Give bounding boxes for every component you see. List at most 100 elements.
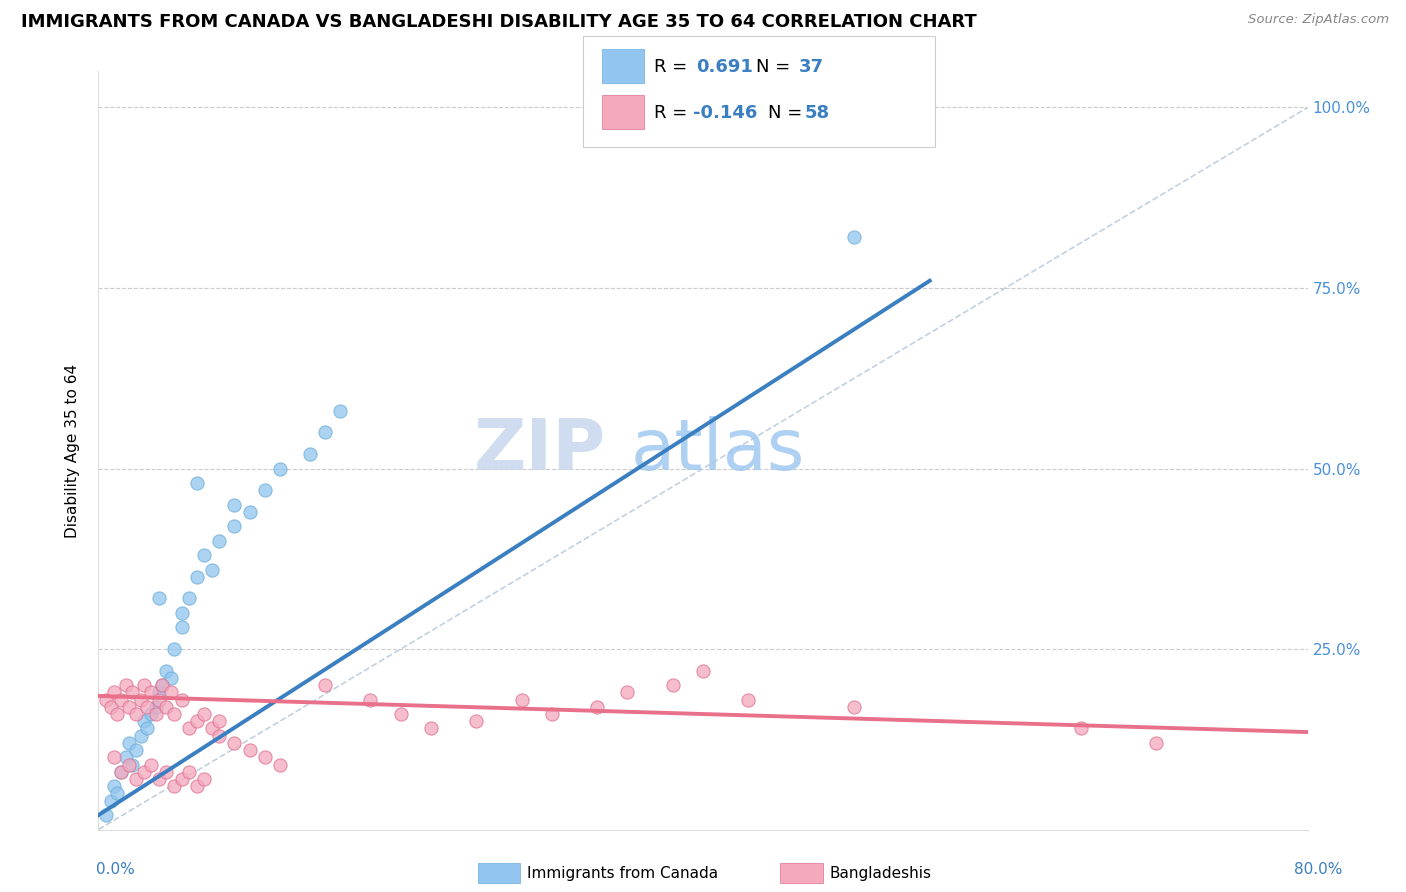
Point bbox=[103, 779, 125, 793]
Point bbox=[170, 620, 193, 634]
Point bbox=[125, 706, 148, 721]
Point bbox=[118, 699, 141, 714]
Point bbox=[132, 764, 155, 779]
Point bbox=[163, 642, 186, 657]
Point bbox=[239, 743, 262, 757]
Point bbox=[186, 570, 208, 584]
Point bbox=[208, 714, 231, 729]
Point bbox=[121, 685, 143, 699]
Point bbox=[150, 678, 173, 692]
Point bbox=[186, 714, 208, 729]
Point bbox=[114, 678, 136, 692]
Point bbox=[269, 757, 291, 772]
Point bbox=[135, 699, 157, 714]
Point bbox=[110, 692, 132, 706]
Point bbox=[389, 706, 412, 721]
Point bbox=[253, 483, 276, 498]
Point bbox=[121, 757, 143, 772]
Point bbox=[114, 750, 136, 764]
Text: Bangladeshis: Bangladeshis bbox=[830, 866, 932, 880]
Point bbox=[360, 692, 382, 706]
Point bbox=[844, 699, 866, 714]
Point bbox=[186, 779, 208, 793]
Text: 58: 58 bbox=[804, 104, 830, 122]
Point bbox=[510, 692, 533, 706]
Text: 0.691: 0.691 bbox=[696, 58, 752, 76]
Point bbox=[155, 764, 177, 779]
Point bbox=[224, 498, 246, 512]
Text: 0.0%: 0.0% bbox=[96, 863, 135, 877]
Point bbox=[105, 706, 128, 721]
Point bbox=[141, 685, 163, 699]
Point bbox=[100, 794, 122, 808]
Point bbox=[661, 678, 683, 692]
Point bbox=[148, 692, 170, 706]
Point bbox=[118, 757, 141, 772]
Point bbox=[160, 685, 183, 699]
Point bbox=[179, 591, 201, 606]
Point bbox=[1144, 736, 1167, 750]
Text: Source: ZipAtlas.com: Source: ZipAtlas.com bbox=[1249, 13, 1389, 27]
Text: Immigrants from Canada: Immigrants from Canada bbox=[527, 866, 718, 880]
Point bbox=[616, 685, 638, 699]
Point bbox=[163, 706, 186, 721]
Point bbox=[179, 722, 201, 736]
Point bbox=[201, 722, 224, 736]
Point bbox=[224, 519, 246, 533]
Text: N =: N = bbox=[768, 104, 807, 122]
Point bbox=[132, 714, 155, 729]
Point bbox=[125, 772, 148, 786]
Text: N =: N = bbox=[756, 58, 796, 76]
Point bbox=[129, 729, 152, 743]
Point bbox=[540, 706, 562, 721]
Point bbox=[94, 692, 117, 706]
Point bbox=[586, 699, 609, 714]
Point bbox=[193, 772, 215, 786]
Point bbox=[94, 808, 117, 822]
Point bbox=[170, 692, 193, 706]
Point bbox=[155, 664, 177, 678]
Text: 80.0%: 80.0% bbox=[1295, 863, 1343, 877]
Point bbox=[208, 729, 231, 743]
Text: IMMIGRANTS FROM CANADA VS BANGLADESHI DISABILITY AGE 35 TO 64 CORRELATION CHART: IMMIGRANTS FROM CANADA VS BANGLADESHI DI… bbox=[21, 13, 977, 31]
Point bbox=[155, 699, 177, 714]
Point bbox=[150, 678, 173, 692]
Point bbox=[299, 447, 322, 461]
Text: R =: R = bbox=[654, 104, 693, 122]
Point bbox=[141, 706, 163, 721]
Point bbox=[170, 772, 193, 786]
Point bbox=[129, 692, 152, 706]
Point bbox=[844, 230, 866, 244]
Text: atlas: atlas bbox=[630, 416, 804, 485]
Point bbox=[148, 772, 170, 786]
Point bbox=[465, 714, 488, 729]
Point bbox=[103, 750, 125, 764]
Point bbox=[110, 764, 132, 779]
Point bbox=[420, 722, 443, 736]
Point bbox=[132, 678, 155, 692]
Text: 37: 37 bbox=[799, 58, 824, 76]
Point bbox=[253, 750, 276, 764]
Point bbox=[269, 461, 291, 475]
Text: ZIP: ZIP bbox=[474, 416, 606, 485]
Point bbox=[163, 779, 186, 793]
Point bbox=[118, 736, 141, 750]
Y-axis label: Disability Age 35 to 64: Disability Age 35 to 64 bbox=[65, 363, 80, 538]
Point bbox=[737, 692, 759, 706]
Text: R =: R = bbox=[654, 58, 699, 76]
Point bbox=[145, 706, 167, 721]
Point bbox=[186, 475, 208, 490]
Point bbox=[125, 743, 148, 757]
Text: -0.146: -0.146 bbox=[693, 104, 758, 122]
Point bbox=[314, 425, 336, 440]
Point bbox=[141, 757, 163, 772]
Point bbox=[314, 678, 336, 692]
Point bbox=[100, 699, 122, 714]
Point bbox=[329, 403, 352, 417]
Point bbox=[110, 764, 132, 779]
Point bbox=[179, 764, 201, 779]
Point bbox=[145, 699, 167, 714]
Point bbox=[105, 787, 128, 801]
Point bbox=[692, 664, 714, 678]
Point bbox=[148, 685, 170, 699]
